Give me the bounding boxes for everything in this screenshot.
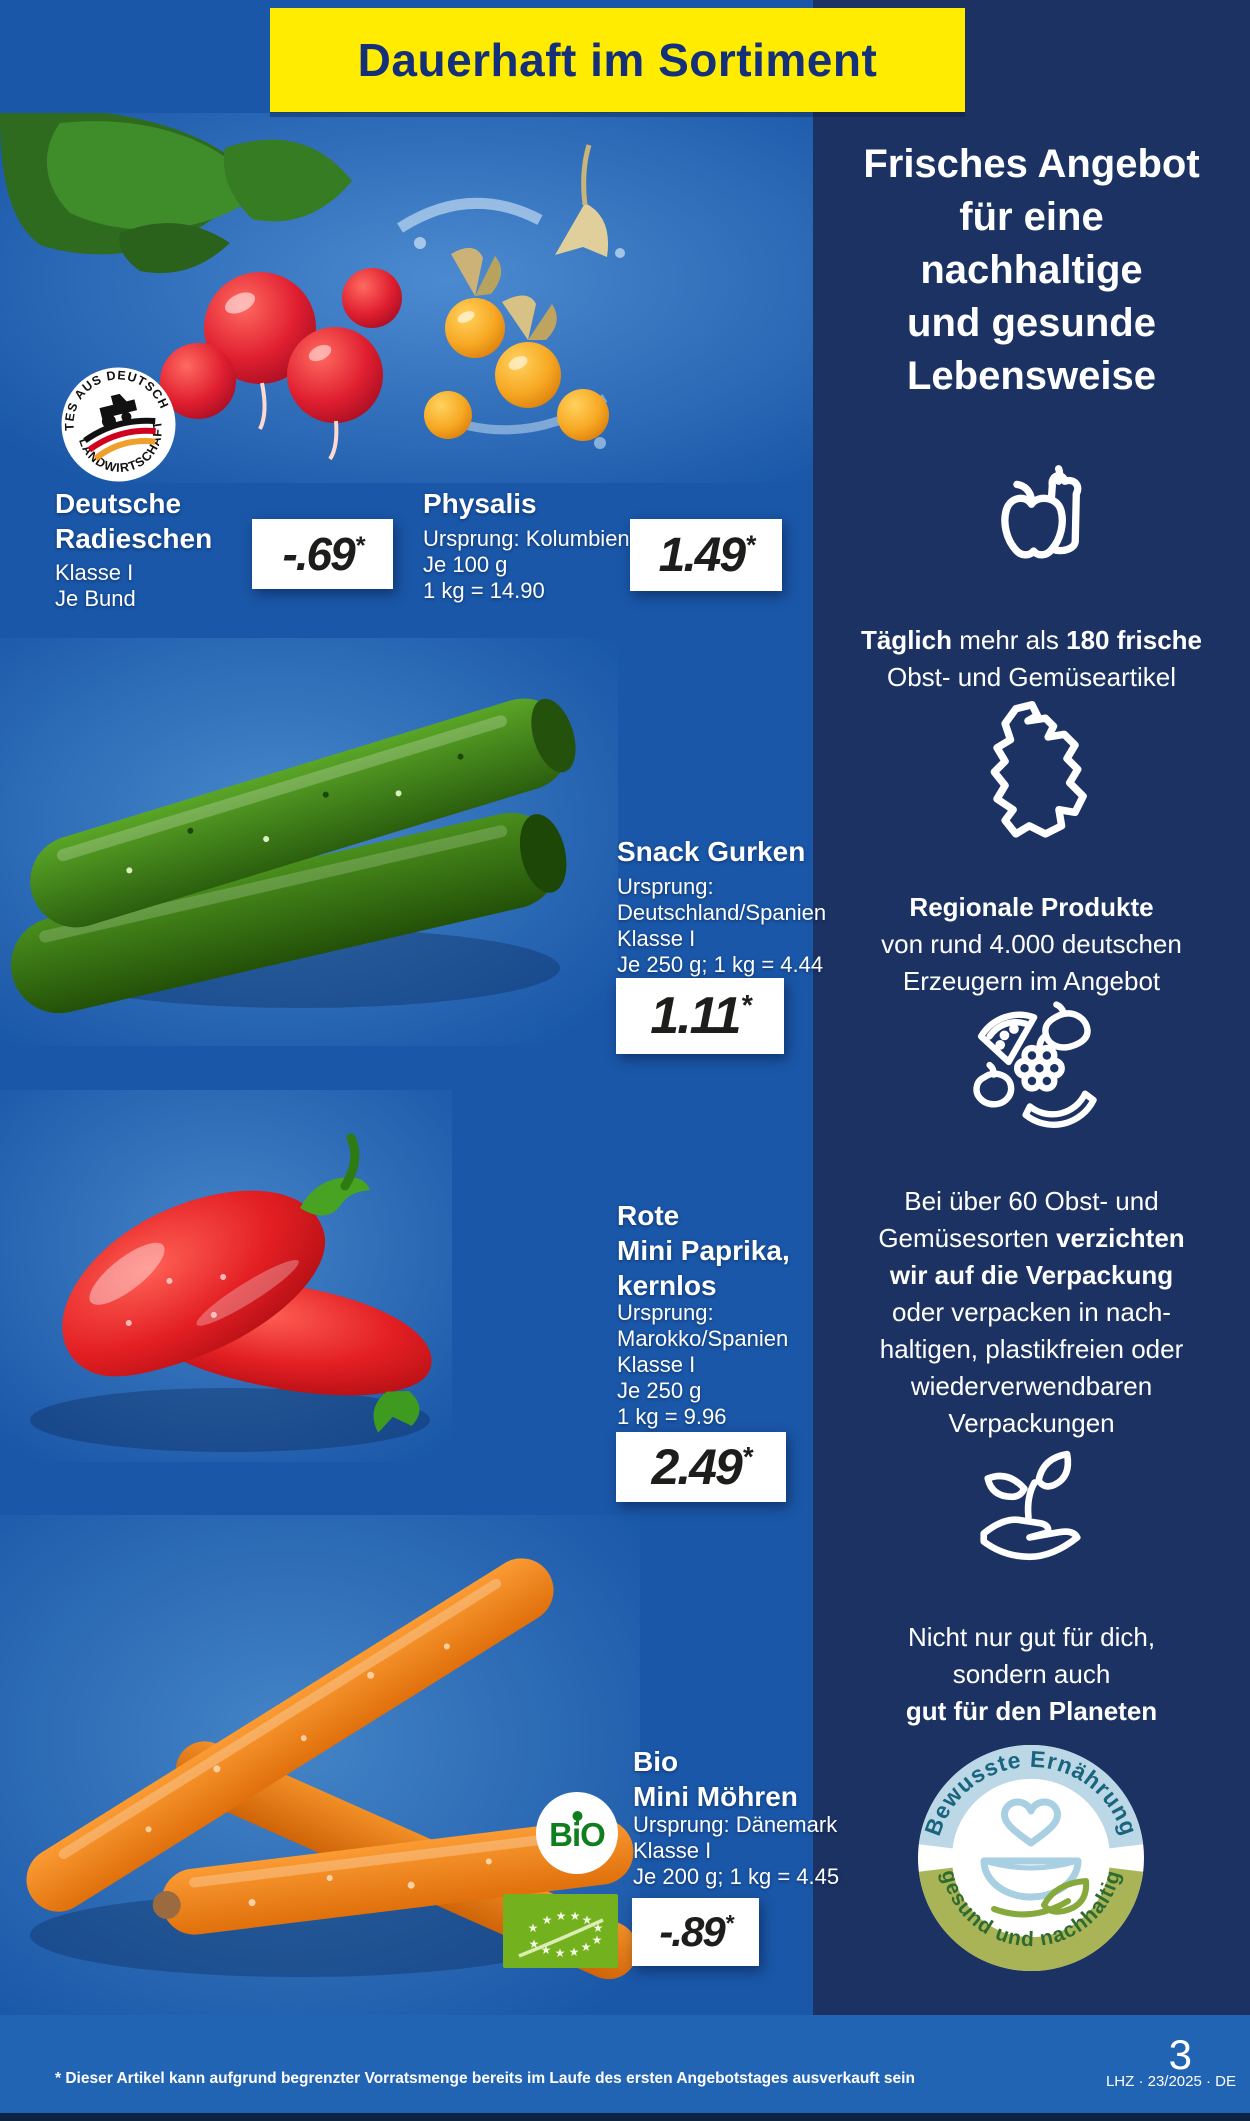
radishes-physalis-photo[interactable] (0, 113, 813, 483)
sidebar-section-text: Täglich mehr als 180 frische Obst- und G… (860, 625, 1203, 692)
page-number: 3 (1168, 2031, 1192, 2078)
price-value: -.69 (282, 528, 355, 580)
german-agriculture-badge-icon: GUTES AUS DEUTSCHER LANDWIRTSCHAFT (60, 366, 176, 483)
footer-bar: * Dieser Artikel kann aufgrund begrenzte… (0, 2015, 1250, 2113)
product-details-paprika: Ursprung: Marokko/Spanien Klasse I Je 25… (617, 1300, 789, 1429)
footnote-text: * Dieser Artikel kann aufgrund begrenzte… (55, 2070, 915, 2087)
sidebar-content: Frisches Angebot für eine nachhaltige un… (813, 0, 1250, 2015)
svg-text:★: ★ (581, 1940, 592, 1954)
sidebar-section-text: Bei über 60 Obst- und Gemüsesorten verzi… (878, 1186, 1185, 1438)
price-tag-moehren[interactable]: -.89* (632, 1898, 759, 1966)
svg-text:★: ★ (528, 1921, 539, 1935)
price-value: 1.11 (650, 987, 741, 1045)
bio-badge-icon: BiO (536, 1792, 618, 1874)
germany-map-icon (813, 698, 1250, 846)
product-details-radieschen: Klasse I Je Bund (55, 560, 136, 611)
product-name-moehren[interactable]: Bio Mini Möhren (633, 1746, 798, 1812)
cucumbers-photo[interactable] (0, 638, 618, 1046)
price-tag-physalis[interactable]: 1.49* (630, 519, 782, 591)
svg-text:★: ★ (582, 1913, 593, 1927)
banner-title: Dauerhaft im Sortiment (357, 34, 878, 86)
eu-organic-logo-icon: ★★ ★ ★ ★★ ★ ★ ★ ★ ★ ★ (503, 1894, 618, 1968)
price-asterisk: * (741, 1441, 753, 1473)
product-details-gurken: Ursprung: Deutschland/Spanien Klasse I J… (617, 874, 827, 977)
product-details-physalis: Ursprung: Kolumbien Je 100 g 1 kg = 14.9… (423, 526, 630, 603)
price-tag-gurken[interactable]: 1.11* (616, 978, 784, 1054)
nutrition-badge-icon: Bewusste Ernährung gesund und nachhaltig (918, 1745, 1144, 1971)
product-details-moehren: Ursprung: Dänemark Klasse I Je 200 g; 1 … (633, 1812, 840, 1889)
svg-text:★: ★ (541, 1943, 552, 1957)
apple-pepper-icon (813, 450, 1250, 575)
price-value: 2.49 (651, 1439, 742, 1495)
price-asterisk: * (724, 1910, 734, 1936)
svg-text:★: ★ (529, 1937, 540, 1951)
price-asterisk: * (354, 531, 365, 560)
sidebar-section-text: Regionale Produkte von rund 4.000 deutsc… (881, 892, 1182, 996)
sidebar-section-text: Nicht nur gut für dich, sondern auch gut… (905, 1622, 1158, 1726)
peppers-photo[interactable] (0, 1090, 452, 1462)
sidebar-heading: Frisches Angebot für eine nachhaltige un… (863, 142, 1200, 398)
product-name-paprika[interactable]: Rote Mini Paprika, kernlos (617, 1200, 790, 1301)
sidebar-panel (813, 0, 1250, 2015)
hand-plant-icon (813, 1448, 1250, 1570)
fruits-icon (813, 1000, 1250, 1128)
product-name-physalis[interactable]: Physalis (423, 488, 537, 519)
page-banner: Dauerhaft im Sortiment (270, 8, 965, 112)
price-value: 1.49 (658, 528, 746, 582)
carrots-photo[interactable] (0, 1515, 640, 2015)
price-asterisk: * (740, 989, 752, 1022)
svg-text:★: ★ (570, 1909, 581, 1923)
product-name-radieschen[interactable]: Deutsche Radieschen (55, 488, 213, 554)
page-bottom-edge (0, 2113, 1250, 2121)
price-value: -.89 (659, 1908, 725, 1955)
price-tag-radieschen[interactable]: -.69* (252, 519, 393, 589)
svg-text:★: ★ (556, 1909, 567, 1923)
product-name-gurken[interactable]: Snack Gurken (617, 836, 806, 867)
price-tag-paprika[interactable]: 2.49* (616, 1432, 786, 1502)
svg-text:★: ★ (593, 1921, 604, 1935)
svg-text:★: ★ (555, 1946, 566, 1960)
edition-code: LHZ · 23/2025 · DE (1105, 2073, 1236, 2090)
svg-text:★: ★ (542, 1913, 553, 1927)
price-asterisk: * (745, 529, 755, 560)
svg-text:★: ★ (592, 1933, 603, 1947)
svg-text:★: ★ (569, 1945, 580, 1959)
